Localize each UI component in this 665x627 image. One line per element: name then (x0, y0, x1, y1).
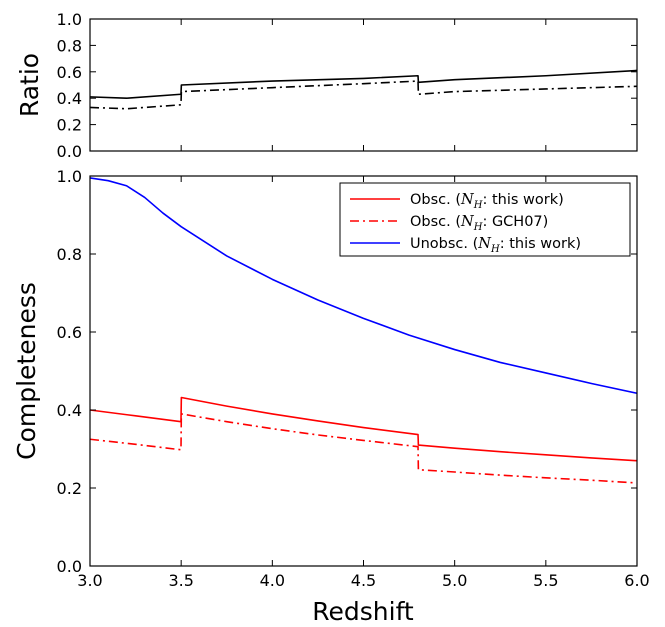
completeness-ytick-label: 0.4 (57, 401, 82, 420)
completeness-series-group (89, 177, 638, 484)
legend: Obsc. (NH: this work) Obsc. (NH: GCH07) … (339, 182, 631, 257)
completeness-ytick-label: 1.0 (57, 167, 82, 186)
ratio-ytick-label: 1.0 (57, 10, 82, 29)
completeness-axis-ticks: 0.0 0.2 0.4 0.6 0.8 1.0 3.0 3.5 4.0 4.5 5.0 5.5 6.0 (57, 167, 650, 590)
completeness-xtick-label: 6.0 (624, 571, 649, 590)
completeness-xtick-label: 4.5 (351, 571, 376, 590)
ratio-axis-ticks: 0.0 0.2 0.4 0.6 0.8 1.0 (57, 10, 638, 161)
legend-box (339, 182, 631, 257)
ratio-ytick-label: 0.8 (57, 36, 82, 55)
ratio-ylabel: Ratio (15, 53, 44, 117)
ratio-panel: 0.0 0.2 0.4 0.6 0.8 1.0 Ratio (15, 10, 638, 161)
completeness-ylabel: Completeness (12, 282, 41, 460)
completeness-ytick-label: 0.8 (57, 245, 82, 264)
completeness-series-obsc-n-h-this-work (89, 396, 638, 462)
legend-label-obsc-this-work: Obsc. (NH: this work) (410, 192, 564, 211)
ratio-series-dashdot-1 (89, 80, 638, 110)
legend-label-obsc-gch07: Obsc. (NH: GCH07) (410, 214, 548, 233)
completeness-panel: 0.00.20.40.60.81.03.0 3.5 4.0 4.5 5.0 5.5 6.0 … (12, 167, 650, 626)
ratio-plot-frame (89, 18, 638, 152)
ratio-ytick-label: 0.0 (57, 142, 82, 161)
x-axis-label: Redshift (312, 597, 414, 626)
completeness-xtick-label: 5.0 (442, 571, 467, 590)
ratio-ytick-label: 0.6 (57, 63, 82, 82)
completeness-series-unobsc-n-h-this-work (89, 177, 638, 395)
ratio-ytick-label: 0.2 (57, 116, 82, 135)
ratio-series-solid-0 (89, 69, 638, 99)
completeness-xtick-label: 3.5 (168, 571, 193, 590)
completeness-xtick-label: 3.0 (77, 571, 102, 590)
ratio-series-group (89, 69, 638, 110)
completeness-ytick-label: 0.2 (57, 479, 82, 498)
completeness-xtick-label: 5.5 (533, 571, 558, 590)
ratio-ytick-label: 0.4 (57, 89, 82, 108)
completeness-ytick-label: 0.6 (57, 323, 82, 342)
legend-label-unobsc-this-work: Unobsc. (NH: this work) (410, 236, 581, 255)
completeness-xtick-label: 4.0 (260, 571, 285, 590)
completeness-series-obsc-n-h-gch07 (89, 413, 638, 484)
completeness-ytick-label: 0.0 (57, 557, 82, 576)
